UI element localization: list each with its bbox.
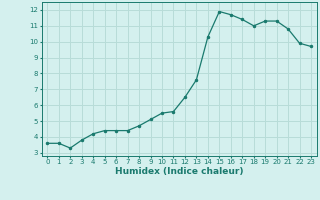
X-axis label: Humidex (Indice chaleur): Humidex (Indice chaleur) — [115, 167, 244, 176]
